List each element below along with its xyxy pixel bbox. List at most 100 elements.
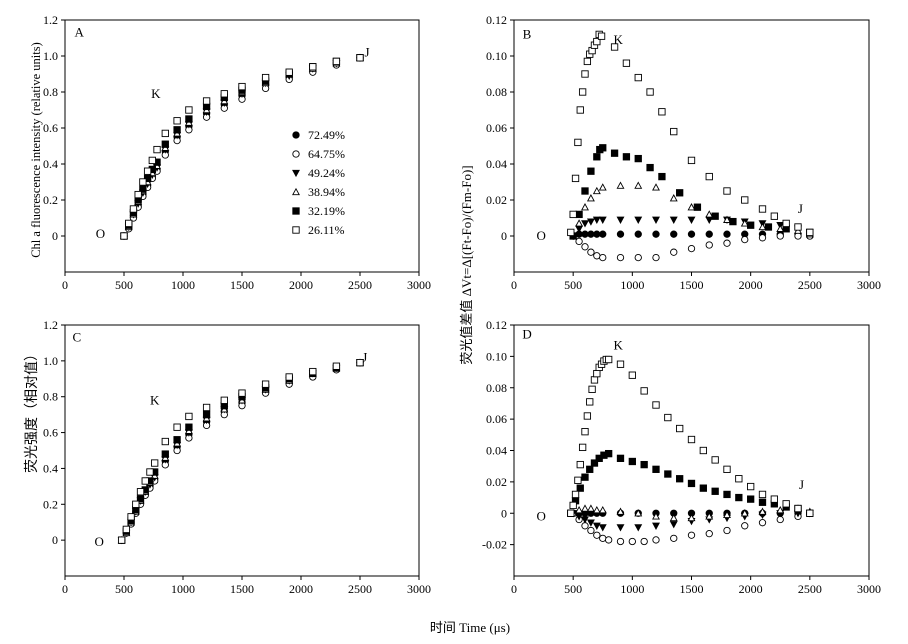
data-point xyxy=(309,63,317,71)
data-point xyxy=(628,537,636,546)
y-tick-label-a: 0.2 xyxy=(43,193,58,207)
data-point xyxy=(658,108,666,116)
annotation-a-a: A xyxy=(74,25,84,40)
data-point xyxy=(581,203,589,211)
data-point xyxy=(664,470,672,478)
y-tick-label-d: -0.02 xyxy=(482,538,507,552)
data-point xyxy=(587,526,595,535)
data-point xyxy=(567,228,575,237)
data-point xyxy=(583,57,592,66)
x-tick-label-c: 3000 xyxy=(407,582,431,596)
data-point xyxy=(575,237,583,246)
legend-label: 49.24% xyxy=(308,166,345,180)
data-point xyxy=(770,212,778,220)
data-point xyxy=(605,536,613,544)
y-tick-label-b: 0.10 xyxy=(486,49,507,63)
ylabel-right: 荧光值差值 ΔVt=Δ[(Ft-Fo)/(Fm-Fo)] xyxy=(459,165,474,364)
data-point xyxy=(132,500,140,508)
data-point xyxy=(592,505,601,514)
data-point xyxy=(569,210,577,219)
data-point xyxy=(583,412,592,420)
data-point xyxy=(185,106,193,114)
data-point xyxy=(574,476,582,484)
data-point xyxy=(143,167,152,175)
annotation-k-d: K xyxy=(613,337,623,352)
series-d-5 xyxy=(567,355,814,517)
data-point xyxy=(670,230,678,238)
data-point xyxy=(705,172,713,181)
data-point xyxy=(616,524,625,532)
y-tick-label-a: 0.6 xyxy=(43,121,58,135)
y-tick-label-d: 0 xyxy=(501,506,507,520)
annotation-k-c: K xyxy=(150,392,160,407)
y-tick-label-b: 0.02 xyxy=(486,193,507,207)
data-point xyxy=(592,216,601,224)
data-point xyxy=(640,387,648,395)
data-point xyxy=(711,487,719,495)
x-tick-label-a: 3000 xyxy=(407,278,431,292)
data-point xyxy=(782,500,790,508)
data-point xyxy=(705,230,713,238)
data-point xyxy=(173,436,181,444)
data-point xyxy=(185,412,193,421)
x-tick-label-c: 500 xyxy=(115,582,133,596)
data-point xyxy=(634,73,642,82)
data-point xyxy=(669,521,678,529)
y-tick-label-c: 0.2 xyxy=(43,497,58,511)
data-point xyxy=(586,218,595,226)
legend-marker xyxy=(292,169,300,178)
data-point xyxy=(622,153,631,161)
y-tick-label-c: 0.8 xyxy=(43,390,58,404)
x-tick-label-a: 500 xyxy=(115,278,133,292)
panel-b: 0 500 1000 1500 2000 2500 3000 0 0.02 0.04 0.06 0.0… xyxy=(486,13,881,292)
annotation-k-a: K xyxy=(151,86,161,101)
data-point xyxy=(261,380,270,388)
data-point xyxy=(776,232,784,240)
data-point xyxy=(628,371,636,379)
data-point xyxy=(758,490,767,499)
annotation-d-d: D xyxy=(522,326,531,341)
data-point xyxy=(356,54,364,62)
x-tick-label-b: 1000 xyxy=(620,278,644,292)
data-point xyxy=(581,70,589,78)
y-tick-label-d: 0.02 xyxy=(486,475,507,489)
y-tick-label-c: 0.4 xyxy=(43,461,58,475)
data-point xyxy=(153,145,161,154)
y-tick-label-b: 0 xyxy=(501,229,507,243)
series-b-0 xyxy=(569,230,814,240)
data-point xyxy=(590,376,599,384)
data-point xyxy=(634,509,643,517)
data-point xyxy=(699,446,707,455)
legend: 72.49% 64.75% 49.24% 38.94% 32.19% 26.11% xyxy=(292,128,345,237)
data-point xyxy=(622,59,631,67)
y-tick-label-a: 0.4 xyxy=(43,157,58,171)
x-tick-label-d: 1000 xyxy=(620,582,644,596)
legend-marker xyxy=(292,150,300,158)
data-point xyxy=(575,505,584,514)
data-point xyxy=(356,359,364,367)
data-point xyxy=(581,504,589,512)
y-tick-label-a: 0 xyxy=(52,229,58,243)
data-point xyxy=(758,519,767,527)
data-point xyxy=(576,484,584,492)
data-point xyxy=(122,525,131,534)
legend-marker xyxy=(292,187,300,196)
data-point xyxy=(740,219,749,227)
data-point xyxy=(569,501,577,510)
data-point xyxy=(705,529,713,538)
data-point xyxy=(705,512,714,520)
series-c-3 xyxy=(117,358,364,544)
data-point xyxy=(185,115,193,123)
data-point xyxy=(587,248,595,256)
data-point xyxy=(640,460,648,469)
data-point xyxy=(581,243,589,251)
annotation-o-d: O xyxy=(537,508,546,523)
data-point xyxy=(586,194,595,202)
data-point xyxy=(634,216,643,224)
x-tick-label-d: 1500 xyxy=(680,582,704,596)
data-point xyxy=(581,516,589,524)
panel-d: 0 500 1000 1500 2000 2500 3000 -0.02 0 0.02 0.04 0.… xyxy=(482,318,881,596)
data-point xyxy=(616,216,625,224)
series-c-2 xyxy=(117,359,364,545)
data-point xyxy=(652,216,660,224)
